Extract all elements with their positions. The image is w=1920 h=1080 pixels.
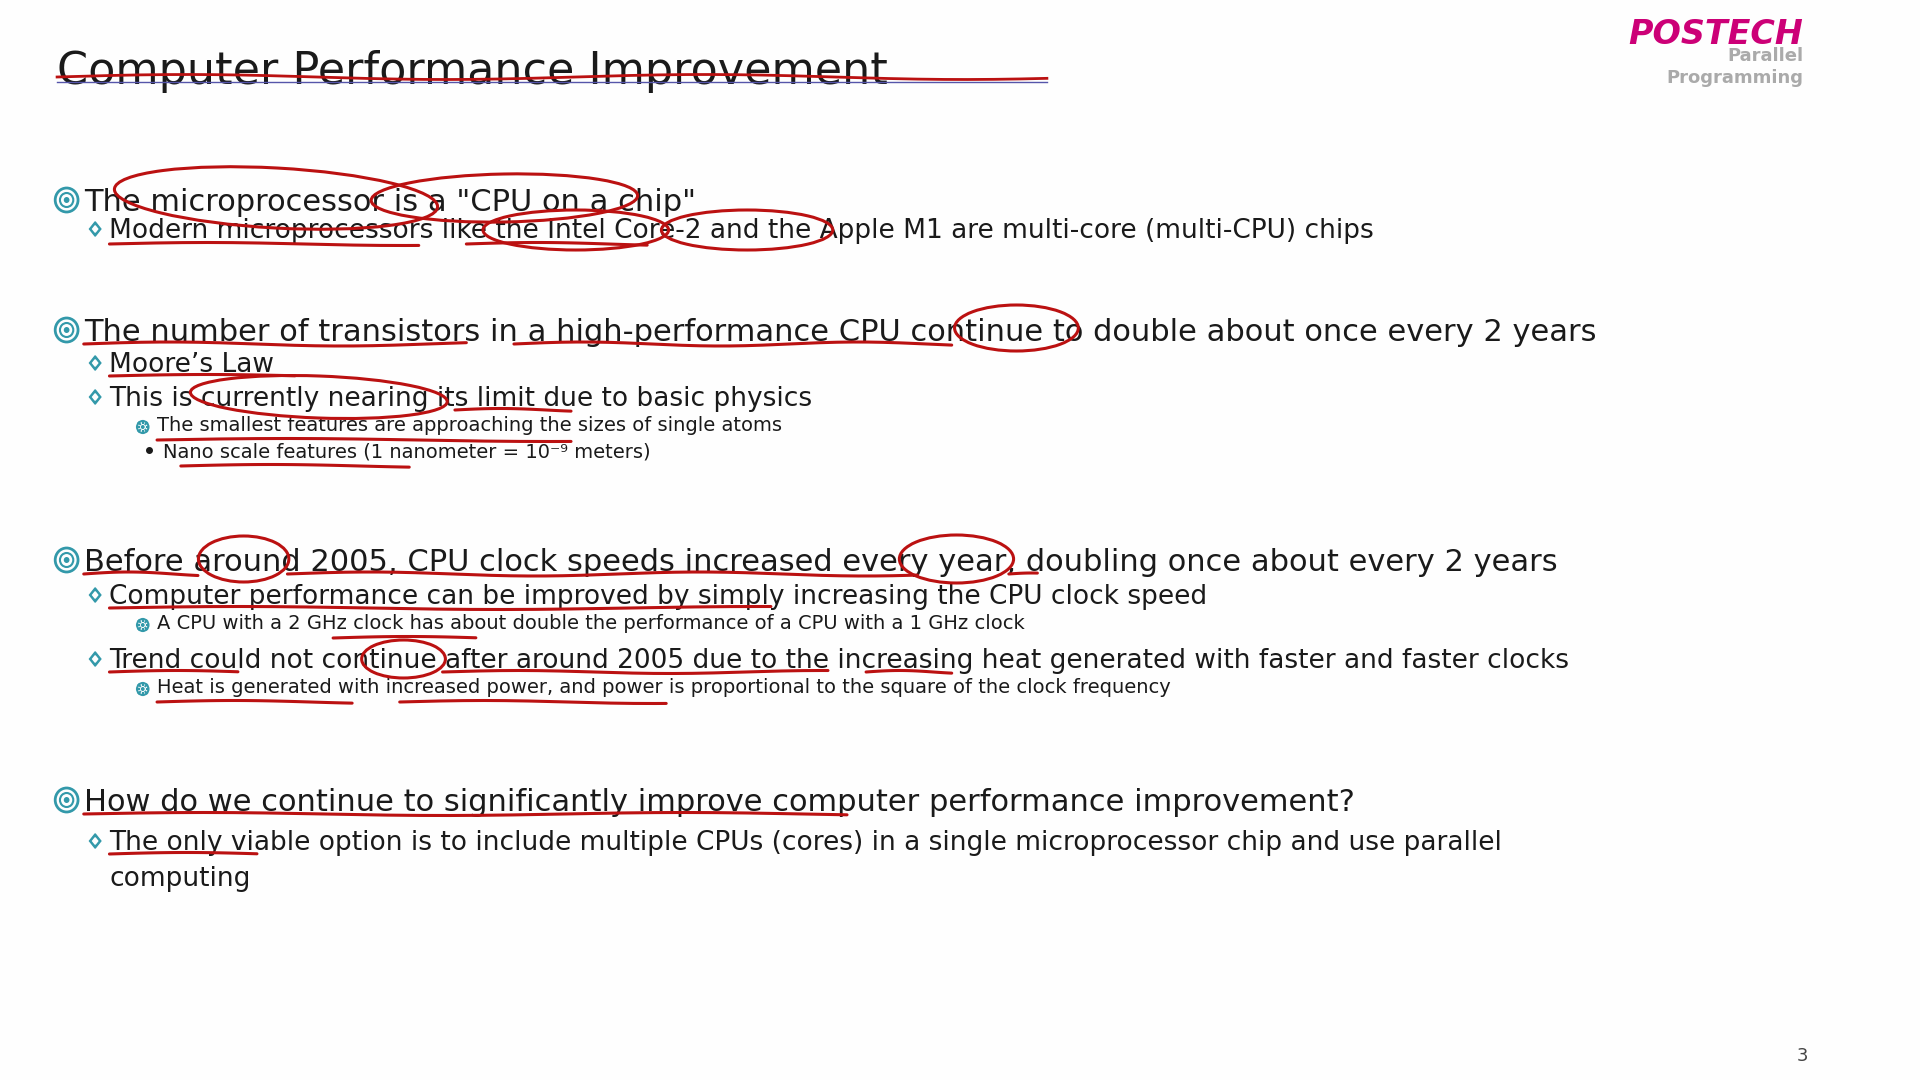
Polygon shape — [90, 390, 102, 404]
Circle shape — [140, 623, 144, 627]
Circle shape — [140, 426, 144, 429]
Circle shape — [63, 197, 69, 203]
Circle shape — [140, 687, 144, 691]
Polygon shape — [92, 394, 98, 401]
Text: Heat is generated with increased power, and power is proportional to the square : Heat is generated with increased power, … — [157, 678, 1171, 697]
Text: 3: 3 — [1797, 1047, 1809, 1065]
Polygon shape — [90, 652, 102, 666]
Text: The number of transistors in a high-performance CPU continue to double about onc: The number of transistors in a high-perf… — [84, 318, 1596, 347]
Polygon shape — [92, 838, 98, 845]
Polygon shape — [90, 355, 102, 370]
Polygon shape — [92, 656, 98, 662]
Text: The microprocessor is a "CPU on a chip": The microprocessor is a "CPU on a chip" — [84, 188, 695, 217]
Text: This is currently nearing its limit due to basic physics: This is currently nearing its limit due … — [109, 386, 812, 411]
Circle shape — [63, 557, 69, 563]
Polygon shape — [92, 592, 98, 598]
Text: How do we continue to significantly improve computer performance improvement?: How do we continue to significantly impr… — [84, 788, 1356, 816]
Text: Parallel
Programming: Parallel Programming — [1667, 48, 1803, 87]
Polygon shape — [90, 834, 102, 848]
Text: POSTECH: POSTECH — [1628, 18, 1803, 51]
Text: Before around 2005, CPU clock speeds increased every year, doubling once about e: Before around 2005, CPU clock speeds inc… — [84, 548, 1557, 577]
Text: Trend could not continue after around 2005 due to the increasing heat generated : Trend could not continue after around 20… — [109, 648, 1569, 674]
Text: The smallest features are approaching the sizes of single atoms: The smallest features are approaching th… — [157, 416, 781, 435]
Text: Computer performance can be improved by simply increasing the CPU clock speed: Computer performance can be improved by … — [109, 584, 1208, 610]
Text: The only viable option is to include multiple CPUs (cores) in a single microproc: The only viable option is to include mul… — [109, 831, 1501, 892]
Polygon shape — [92, 360, 98, 366]
Text: Computer Performance Improvement: Computer Performance Improvement — [58, 50, 887, 93]
Polygon shape — [90, 221, 102, 237]
Polygon shape — [92, 226, 98, 232]
Text: A CPU with a 2 GHz clock has about double the performance of a CPU with a 1 GHz : A CPU with a 2 GHz clock has about doubl… — [157, 615, 1025, 633]
Text: Modern microprocessors like the Intel Core-2 and the Apple M1 are multi-core (mu: Modern microprocessors like the Intel Co… — [109, 218, 1375, 244]
Text: Nano scale features (1 nanometer = 10⁻⁹ meters): Nano scale features (1 nanometer = 10⁻⁹ … — [163, 442, 651, 461]
Polygon shape — [90, 588, 102, 603]
Text: Moore’s Law: Moore’s Law — [109, 352, 275, 378]
Circle shape — [63, 797, 69, 804]
Circle shape — [63, 327, 69, 333]
